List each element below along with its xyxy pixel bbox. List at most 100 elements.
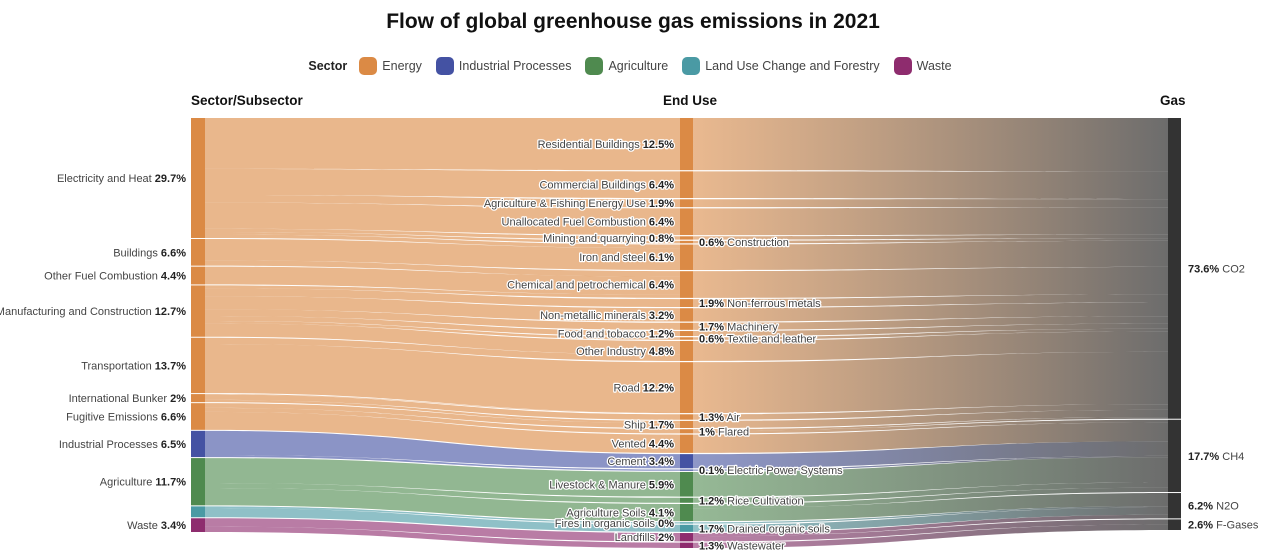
gas-name: F-Gases <box>1216 520 1259 532</box>
flow-band <box>693 294 1168 307</box>
end-use-node[interactable] <box>680 503 693 522</box>
flow-band <box>693 507 1168 532</box>
end-use-node[interactable] <box>680 199 693 208</box>
sector-node[interactable] <box>191 238 205 266</box>
flow-band <box>693 409 1168 428</box>
gas-label: 73.6% CO2 <box>1188 263 1245 275</box>
flow-band <box>205 260 680 277</box>
flow-band <box>205 234 680 249</box>
sector-node[interactable] <box>191 337 205 394</box>
end-use-node[interactable] <box>680 522 693 524</box>
end-use-node[interactable] <box>680 524 693 532</box>
end-use-name: Machinery <box>727 321 778 333</box>
end-use-node[interactable] <box>680 434 693 453</box>
sector-node[interactable] <box>191 266 205 285</box>
end-use-node[interactable] <box>680 420 693 428</box>
sector-node[interactable] <box>191 403 205 430</box>
end-use-node[interactable] <box>680 240 693 244</box>
end-use-node[interactable] <box>680 118 693 171</box>
flow-band <box>205 482 680 503</box>
end-use-value: 5.9% <box>649 479 674 491</box>
end-use-value: 2% <box>658 532 674 544</box>
gas-node[interactable] <box>1168 519 1181 530</box>
flow-band <box>693 238 1168 244</box>
end-use-node[interactable] <box>680 542 693 548</box>
sector-node[interactable] <box>191 285 205 337</box>
flow-band <box>205 238 680 270</box>
end-use-node[interactable] <box>680 271 693 298</box>
flow-band <box>205 309 680 330</box>
end-use-value: 1.2% <box>699 495 724 507</box>
end-use-node[interactable] <box>680 533 693 542</box>
end-use-name: Chemical and petrochemical <box>507 280 646 292</box>
chart-title: Flow of global greenhouse gas emissions … <box>386 10 880 33</box>
end-use-node[interactable] <box>680 497 693 503</box>
sector-name: Agriculture <box>100 477 153 489</box>
end-use-name: Unallocated Fuel Combustion <box>502 217 646 229</box>
sector-node[interactable] <box>191 118 205 238</box>
end-use-node[interactable] <box>680 469 693 471</box>
gas-node[interactable] <box>1168 419 1181 493</box>
end-use-value: 1.7% <box>649 419 674 431</box>
end-use-node[interactable] <box>680 244 693 270</box>
end-use-node[interactable] <box>680 337 693 340</box>
legend-item-industrial: Industrial Processes <box>435 57 571 75</box>
end-use-label: Unallocated Fuel Combustion 6.4% <box>502 217 675 229</box>
sector-node[interactable] <box>191 506 205 518</box>
end-use-node[interactable] <box>680 362 693 414</box>
legend-item-waste: Waste <box>893 57 952 75</box>
end-use-node[interactable] <box>680 308 693 322</box>
flow-band <box>693 404 1168 420</box>
flow-band <box>205 403 680 428</box>
header-sector: Sector/Subsector <box>191 93 303 108</box>
sector-node[interactable] <box>191 458 205 506</box>
gas-node[interactable] <box>1168 118 1181 419</box>
flow-band <box>693 493 1168 522</box>
flow-band <box>693 506 1168 524</box>
end-use-node[interactable] <box>680 331 693 337</box>
end-use-node[interactable] <box>680 171 693 199</box>
end-use-label: Chemical and petrochemical 6.4% <box>507 280 674 292</box>
end-use-label: 0.6% Textile and leather <box>699 334 817 346</box>
end-use-name: Residential Buildings <box>538 139 641 151</box>
end-use-node[interactable] <box>680 454 693 469</box>
end-use-node[interactable] <box>680 299 693 307</box>
end-use-name: Vented <box>612 439 646 451</box>
gas-value: 17.7% <box>1188 451 1219 463</box>
gas-label: 17.7% CH4 <box>1188 451 1244 463</box>
end-use-label: 0.1% Electric Power Systems <box>699 465 843 477</box>
flow-band <box>205 323 680 355</box>
legend: Sector Energy Industrial Processes Agricul… <box>0 57 1266 75</box>
end-use-node[interactable] <box>680 429 693 434</box>
end-use-name: Non-ferrous metals <box>727 298 821 310</box>
end-use-value: 1.3% <box>699 540 724 552</box>
end-use-value: 0.1% <box>699 465 724 477</box>
end-use-node[interactable] <box>680 471 693 497</box>
flow-band <box>693 514 1168 537</box>
end-use-node[interactable] <box>680 340 693 361</box>
end-use-name: Textile and leather <box>727 334 817 346</box>
flow-band <box>205 454 680 471</box>
flow-band <box>693 422 1168 453</box>
flow-band <box>205 518 680 542</box>
end-use-node[interactable] <box>680 236 693 240</box>
flow-band <box>205 526 680 548</box>
sector-node[interactable] <box>191 430 205 458</box>
end-use-node[interactable] <box>680 208 693 236</box>
end-use-label: 1.7% Machinery <box>699 321 778 333</box>
flow-band <box>205 266 680 295</box>
sector-label: Buildings 6.6% <box>113 247 186 259</box>
legend-item-agriculture: Agriculture <box>585 57 668 75</box>
end-use-node[interactable] <box>680 322 693 330</box>
end-use-label: Landfills 2% <box>615 532 675 544</box>
flow-band <box>205 488 680 522</box>
end-use-label: Agriculture & Fishing Energy Use 1.9% <box>484 198 674 210</box>
end-use-label: 1.7% Drained organic soils <box>699 523 830 535</box>
gas-node[interactable] <box>1168 493 1181 519</box>
sector-node[interactable] <box>191 518 205 532</box>
end-use-name: Non-metallic minerals <box>540 310 646 322</box>
end-use-label: Ship 1.7% <box>624 419 674 431</box>
end-use-node[interactable] <box>680 414 693 420</box>
sector-node[interactable] <box>191 394 205 403</box>
